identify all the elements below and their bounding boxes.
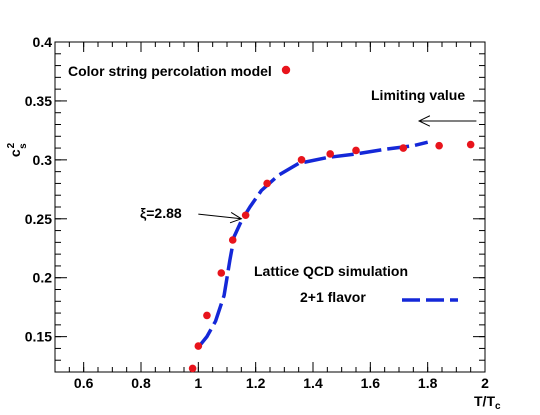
- x-tick-label: 0.6: [74, 375, 94, 391]
- percolation-data-point: [435, 141, 443, 150]
- y-axis-title-sup: 2: [6, 142, 17, 148]
- annotation-arrow-shaft: [198, 213, 242, 220]
- y-tick-label: 0.15: [25, 329, 52, 345]
- x-axis-title-main: T/T: [474, 393, 495, 409]
- percolation-data-point: [203, 311, 211, 320]
- y-axis-title: c2s: [6, 142, 29, 157]
- annotation-limiting-value: Limiting value: [371, 87, 465, 103]
- svg-text:c2s: c2s: [6, 142, 29, 157]
- y-tick-label: 0.4: [33, 34, 53, 50]
- legend-entry-percolation: Color string percolation model: [68, 63, 272, 79]
- percolation-data-point: [188, 364, 197, 373]
- series-group: [188, 140, 475, 373]
- percolation-data-point: [228, 236, 237, 244]
- legend-marker-percolation: [281, 65, 291, 75]
- y-tick-label: 0.35: [25, 93, 52, 109]
- percolation-data-point: [466, 140, 475, 149]
- y-axis-title-main: c: [7, 149, 23, 157]
- x-tick-label: 1: [194, 375, 202, 391]
- annotation-arrow-head: [417, 115, 431, 127]
- y-tick-label: 0.3: [33, 152, 53, 168]
- legend-entry-lattice-line2: 2+1 flavor: [300, 289, 366, 305]
- lattice-qcd-dashed-line: [196, 140, 429, 349]
- y-axis-title-sub: s: [18, 143, 29, 149]
- annotation-xi: ξ=2.88: [140, 205, 182, 221]
- y-tick-label: 0.25: [25, 211, 52, 227]
- percolation-data-point: [217, 269, 226, 277]
- x-tick-label: 1.2: [246, 375, 266, 391]
- percolation-data-point: [399, 144, 408, 152]
- x-axis-title-sub: c: [495, 401, 501, 412]
- legend-entry-lattice: Lattice QCD simulation: [254, 263, 408, 279]
- percolation-data-point: [263, 179, 271, 188]
- x-tick-label: 1.8: [418, 375, 438, 391]
- axis-ticks-group: 0.6 0.8 1 1.2 1.4 1.6 1.8 2 0.15 0.2 0.25 0.3 0.35 0.…: [25, 34, 489, 391]
- annotation-arrow-head: [229, 211, 243, 224]
- percolation-data-point: [326, 150, 335, 158]
- percolation-data-point: [194, 342, 203, 350]
- percolation-data-point: [352, 146, 360, 155]
- percolation-data-point: [241, 211, 250, 220]
- x-tick-label: 1.6: [361, 375, 381, 391]
- y-tick-label: 0.2: [33, 270, 53, 286]
- x-tick-label: 2: [481, 375, 489, 391]
- x-tick-label: 0.8: [131, 375, 151, 391]
- x-tick-label: 1.4: [303, 375, 323, 391]
- percolation-data-point: [297, 156, 306, 164]
- annotations-group: [198, 115, 477, 224]
- x-axis-title: T/Tc: [474, 393, 501, 412]
- legend-group: [281, 65, 458, 302]
